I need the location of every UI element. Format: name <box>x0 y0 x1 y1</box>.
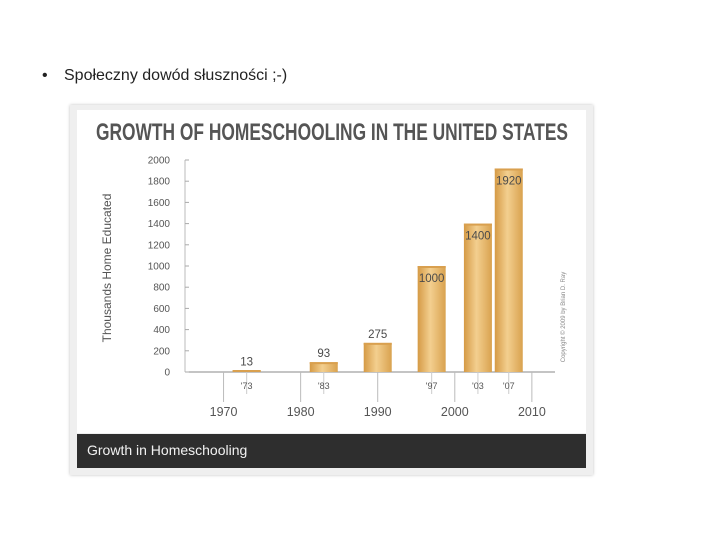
x-tick-label: 2000 <box>441 405 469 419</box>
bar-value-label: 1400 <box>465 231 491 243</box>
y-tick-label: 600 <box>153 304 170 315</box>
bar-value-label: 13 <box>240 357 253 369</box>
figure-caption: Growth in Homeschooling <box>87 442 248 458</box>
y-axis-label: Thousands Home Educated <box>100 194 114 343</box>
x-category-label: '97 <box>426 381 438 391</box>
x-category-label: '83 <box>318 381 330 391</box>
bar-cap <box>363 342 392 345</box>
x-tick-label: 1980 <box>287 405 315 419</box>
bar-cap <box>463 223 492 226</box>
bar <box>494 168 523 372</box>
x-category-label: '73 <box>241 381 253 391</box>
bars-group: 13 93 275 1000 1400 1920 <box>232 168 523 372</box>
x-category-label: '07 <box>503 381 515 391</box>
bar-value-label: 93 <box>317 348 330 360</box>
x-axis: 1970 1980 1990 2000 2010 '73 '83 '97 '03 '07 <box>188 371 555 419</box>
chart-title: GROWTH OF HOMESCHOOLING IN THE UNITED ST… <box>96 119 568 146</box>
y-tick-label: 1000 <box>148 262 171 273</box>
slide-bullet: • Społeczny dowód słuszności ;-) <box>42 67 287 85</box>
y-tick-label: 0 <box>164 368 170 379</box>
bullet-symbol: • <box>42 67 48 84</box>
bar <box>463 223 492 372</box>
bar-cap <box>309 362 338 365</box>
copyright-note: Copyright © 2009 by Brian D. Ray <box>560 272 567 362</box>
y-tick-label: 800 <box>153 283 170 294</box>
y-axis: 0 200 400 600 800 1000 1200 1400 1600 1800 2000 <box>148 156 189 379</box>
bar-cap <box>494 168 523 171</box>
bar <box>417 266 446 372</box>
y-tick-label: 1800 <box>148 177 171 188</box>
chart-svg: GROWTH OF HOMESCHOOLING IN THE UNITED ST… <box>77 110 586 433</box>
y-tick-label: 1400 <box>148 219 171 230</box>
y-tick-label: 1200 <box>148 240 171 251</box>
y-tick-label: 400 <box>153 325 170 336</box>
x-tick-label: 1990 <box>364 405 392 419</box>
bar-value-label: 1920 <box>496 175 522 187</box>
bullet-text: Społeczny dowód słuszności ;-) <box>64 67 288 84</box>
caption-bar: Growth in Homeschooling <box>77 434 586 468</box>
x-tick-label: 2010 <box>518 405 546 419</box>
bar <box>309 362 338 372</box>
y-tick-label: 200 <box>153 346 170 357</box>
bar-cap <box>417 266 446 268</box>
bar-value-label: 275 <box>368 329 387 341</box>
chart-figure: GROWTH OF HOMESCHOOLING IN THE UNITED ST… <box>70 105 593 475</box>
x-category-label: '03 <box>472 381 484 391</box>
y-tick-label: 1600 <box>148 198 171 209</box>
bar-value-label: 1000 <box>419 273 445 285</box>
y-tick-label: 2000 <box>148 156 171 167</box>
bar-cap <box>232 370 261 372</box>
x-tick-label: 1970 <box>210 405 238 419</box>
bar <box>363 342 392 372</box>
